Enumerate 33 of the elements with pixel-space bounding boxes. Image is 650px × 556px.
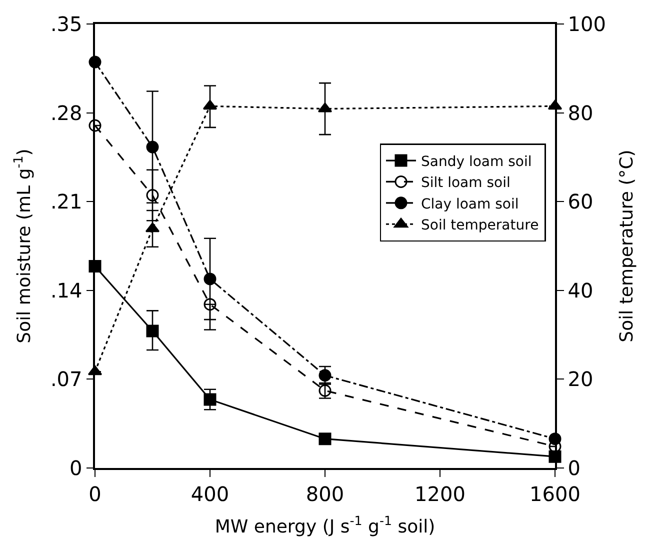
legend-label: Silt loam soil bbox=[421, 175, 510, 192]
point bbox=[146, 189, 159, 202]
y2-tick-label: 40 bbox=[568, 278, 594, 302]
point bbox=[145, 222, 160, 232]
legend-label: Sandy loam soil bbox=[421, 154, 532, 170]
point bbox=[318, 432, 332, 446]
y-tick-label: 0 bbox=[70, 456, 82, 480]
point bbox=[146, 140, 159, 154]
y2-tick-label: 100 bbox=[568, 12, 606, 36]
point bbox=[204, 272, 216, 286]
point bbox=[202, 100, 218, 110]
y2-tick-label: 80 bbox=[568, 100, 594, 125]
point bbox=[204, 393, 216, 406]
y2-tick-label: 20 bbox=[568, 367, 594, 392]
y2-tick-label: 0 bbox=[568, 456, 580, 480]
x-tick-label: 400 bbox=[190, 482, 230, 506]
legend-label: Soil temperature bbox=[421, 218, 539, 234]
y2-tick-label: 60 bbox=[568, 190, 594, 214]
x-tick-label: 1600 bbox=[530, 482, 580, 506]
x-tick-label: 800 bbox=[306, 482, 344, 506]
point bbox=[146, 324, 159, 338]
x-tick-label: 0 bbox=[88, 482, 102, 506]
y2-axis-title: Soil temperature (°C) bbox=[616, 150, 638, 342]
y-tick-label: .28 bbox=[50, 100, 82, 125]
point bbox=[88, 119, 102, 132]
point bbox=[204, 298, 216, 311]
x-axis-title: MW energy (J s$^{-1}$ g$^{-1}$ soil) bbox=[214, 512, 436, 538]
legend-label: Clay loam soil bbox=[421, 196, 519, 212]
x-tick-label: 1200 bbox=[414, 482, 466, 506]
y-tick-label: .07 bbox=[50, 367, 82, 392]
y-tick-label: .14 bbox=[50, 278, 82, 302]
y-tick-label: .21 bbox=[50, 190, 82, 214]
y-tick-label: .35 bbox=[50, 12, 82, 36]
